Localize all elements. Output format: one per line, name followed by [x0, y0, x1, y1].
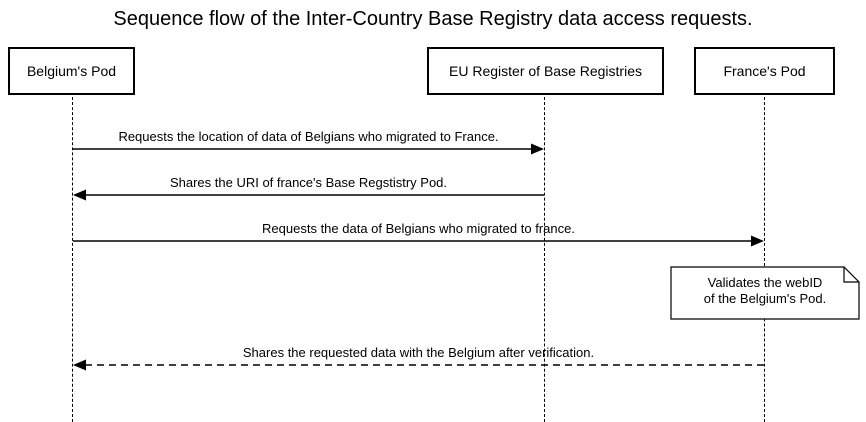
- message-arrow-1: [73, 143, 544, 155]
- lifeline-eu-register: [544, 97, 545, 422]
- actor-belgium-pod: Belgium's Pod: [8, 47, 135, 95]
- actor-eu-register: EU Register of Base Registries: [427, 47, 664, 95]
- message-arrow-3: [73, 235, 764, 247]
- message-label-4: Shares the requested data with the Belgi…: [242, 345, 595, 360]
- note-shape: [670, 266, 860, 320]
- lifeline-belgium-pod: [72, 97, 73, 422]
- message-arrow-4: [73, 359, 764, 371]
- note-text: Validates the webID of the Belgium's Pod…: [703, 275, 827, 306]
- message-label-2: Shares the URI of france's Base Regstist…: [169, 175, 448, 190]
- actor-france-pod: France's Pod: [694, 47, 835, 95]
- message-arrow-2: [73, 189, 544, 201]
- message-label-1: Requests the location of data of Belgian…: [118, 129, 499, 144]
- message-label-3: Requests the data of Belgians who migrat…: [262, 221, 575, 236]
- lifeline-france-pod: [764, 97, 765, 422]
- diagram-title: Sequence flow of the Inter-Country Base …: [113, 8, 753, 30]
- note-validate-webid: Validates the webID of the Belgium's Pod…: [670, 266, 860, 320]
